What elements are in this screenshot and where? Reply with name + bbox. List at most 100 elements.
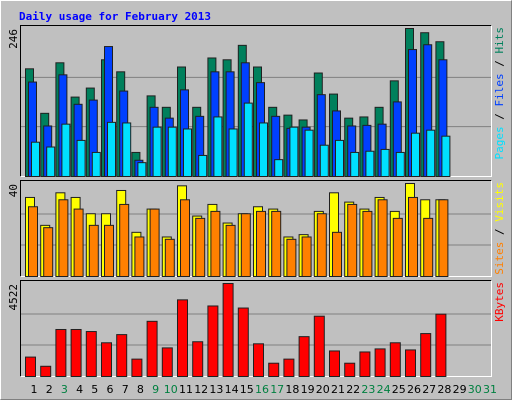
bar <box>274 159 284 177</box>
bar <box>283 358 295 377</box>
bar <box>316 213 327 278</box>
bar <box>405 349 416 377</box>
bar <box>374 348 386 378</box>
bar <box>177 299 188 377</box>
bar <box>423 217 434 277</box>
bar <box>104 224 114 278</box>
bar <box>304 129 314 177</box>
bar <box>137 162 147 177</box>
bar <box>392 217 403 277</box>
x-tick-label: 4 <box>76 383 83 396</box>
x-tick-label: 15 <box>240 383 254 396</box>
x-tick-label: 14 <box>225 383 239 396</box>
legend-entry: Sites <box>493 242 506 275</box>
bar <box>411 132 420 177</box>
x-tick-label: 30 <box>468 383 482 396</box>
bar <box>438 199 449 277</box>
bar <box>268 362 280 378</box>
x-tick-label: 7 <box>122 383 129 396</box>
bar <box>192 341 204 377</box>
x-tick-label: 21 <box>331 383 345 396</box>
x-tick-label: 8 <box>137 383 144 396</box>
bar <box>40 365 52 377</box>
bar <box>107 121 116 178</box>
x-tick-label: 3 <box>61 383 68 396</box>
bar <box>362 210 373 277</box>
bar <box>225 224 236 278</box>
bar <box>426 129 436 177</box>
bar <box>243 102 253 177</box>
panel-edge-dark <box>20 180 492 277</box>
bar <box>420 333 432 377</box>
bar <box>73 208 84 277</box>
bar <box>350 151 360 177</box>
x-tick-label: 12 <box>194 383 208 396</box>
bar <box>286 238 297 278</box>
x-tick-label: 1 <box>31 383 38 396</box>
bar <box>46 146 56 177</box>
bar <box>101 342 112 378</box>
bar <box>122 122 132 177</box>
bar <box>259 122 268 177</box>
x-tick-label: 23 <box>361 383 375 396</box>
bar <box>441 135 451 177</box>
x-tick-label: 27 <box>422 383 436 396</box>
bar <box>359 351 371 378</box>
legend-entry: Visits <box>493 182 506 222</box>
x-tick-label: 19 <box>301 383 315 396</box>
bar <box>183 128 192 177</box>
bar <box>389 342 401 378</box>
x-tick-label: 24 <box>377 383 391 396</box>
bar <box>329 350 340 378</box>
bar <box>58 199 69 277</box>
legend-separator: / <box>493 54 506 74</box>
x-tick-label: 25 <box>392 383 406 396</box>
bar <box>31 141 40 178</box>
bar <box>25 356 36 377</box>
bar <box>207 305 219 377</box>
x-tick-label: 5 <box>91 383 98 396</box>
y-tick-label: 4522 <box>7 284 20 311</box>
x-tick-label: 26 <box>407 383 421 396</box>
x-tick-label: 28 <box>437 383 451 396</box>
bar <box>76 139 86 177</box>
legend-separator: / <box>493 107 506 127</box>
bar <box>55 328 67 377</box>
bar <box>435 313 447 378</box>
bar <box>119 203 130 277</box>
chart-title: Daily usage for February 2013 <box>19 10 211 23</box>
bar <box>408 196 418 277</box>
bar <box>253 343 264 377</box>
y-tick-label: 246 <box>7 29 20 49</box>
bar <box>131 358 143 377</box>
legend-separator: / <box>493 222 506 242</box>
bar <box>271 210 282 277</box>
bar <box>152 126 162 177</box>
bar <box>88 224 99 278</box>
bar <box>347 203 358 277</box>
bar <box>61 123 71 178</box>
bar <box>228 128 238 177</box>
bar <box>195 217 206 277</box>
bar <box>149 208 160 277</box>
x-tick-label: 20 <box>316 383 330 396</box>
x-tick-label: 11 <box>179 383 193 396</box>
bar <box>380 148 390 178</box>
bar <box>301 236 312 278</box>
bar <box>116 334 128 377</box>
bar <box>91 151 101 177</box>
bar <box>43 227 54 278</box>
bar <box>28 206 38 277</box>
bar <box>335 139 344 177</box>
x-tick-label: 6 <box>107 383 114 396</box>
x-tick-label: 29 <box>453 383 467 396</box>
bar <box>167 126 177 177</box>
legend-entry: Files <box>493 73 506 106</box>
bar <box>198 154 208 177</box>
bar <box>332 231 342 277</box>
legend-entry: KBytes <box>493 282 506 322</box>
x-tick-label: 18 <box>285 383 299 396</box>
bar <box>365 150 375 177</box>
bar <box>237 307 249 377</box>
